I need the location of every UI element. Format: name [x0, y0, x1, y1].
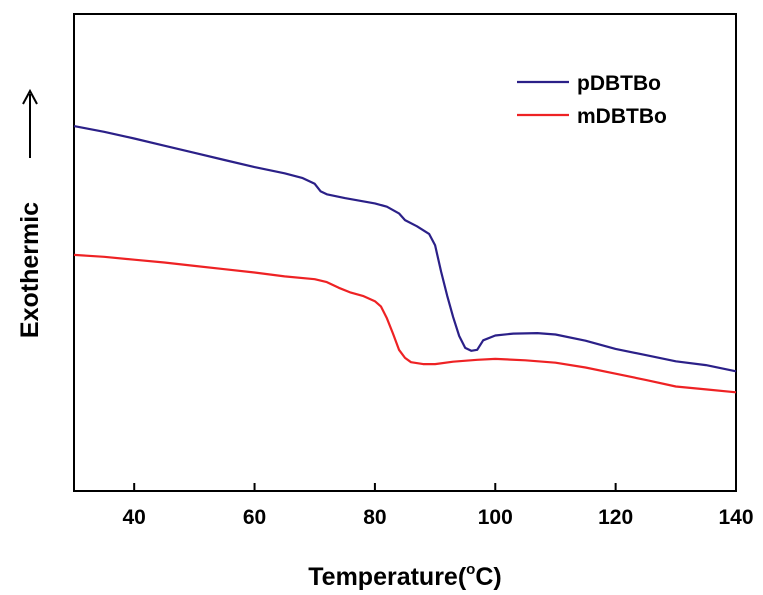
- x-tick-label: 120: [598, 506, 633, 529]
- y-axis-arrow: [22, 88, 38, 158]
- x-axis-label: Temperature(oC): [308, 561, 501, 590]
- x-tick-label: 100: [478, 506, 513, 529]
- x-axis-ticks: 40 60 80 100 120 140: [123, 483, 754, 529]
- x-tick-label: 60: [243, 506, 266, 529]
- y-axis-label-text: Exothermic: [16, 202, 44, 338]
- legend: pDBTBo mDBTBo: [517, 72, 667, 128]
- x-axis-label-super: o: [466, 561, 475, 578]
- y-axis-label: Exothermic: [16, 202, 44, 338]
- series-line-mDBTBo: [73, 253, 737, 394]
- x-tick-label: 140: [718, 506, 753, 529]
- y-axis-arrow-head: [22, 88, 38, 105]
- x-tick-label: 40: [123, 506, 146, 529]
- series-layer: [73, 125, 737, 394]
- y-axis-label-group: Exothermic: [16, 202, 44, 338]
- series-line-pDBTBo: [73, 125, 737, 373]
- legend-label-pDBTBo: pDBTBo: [577, 72, 661, 95]
- legend-label-mDBTBo: mDBTBo: [577, 105, 667, 128]
- x-tick-label: 80: [363, 506, 386, 529]
- x-axis-label-main: Temperature(: [308, 563, 467, 590]
- plot-frame: [73, 13, 737, 492]
- x-axis-label-unit: C): [475, 563, 501, 590]
